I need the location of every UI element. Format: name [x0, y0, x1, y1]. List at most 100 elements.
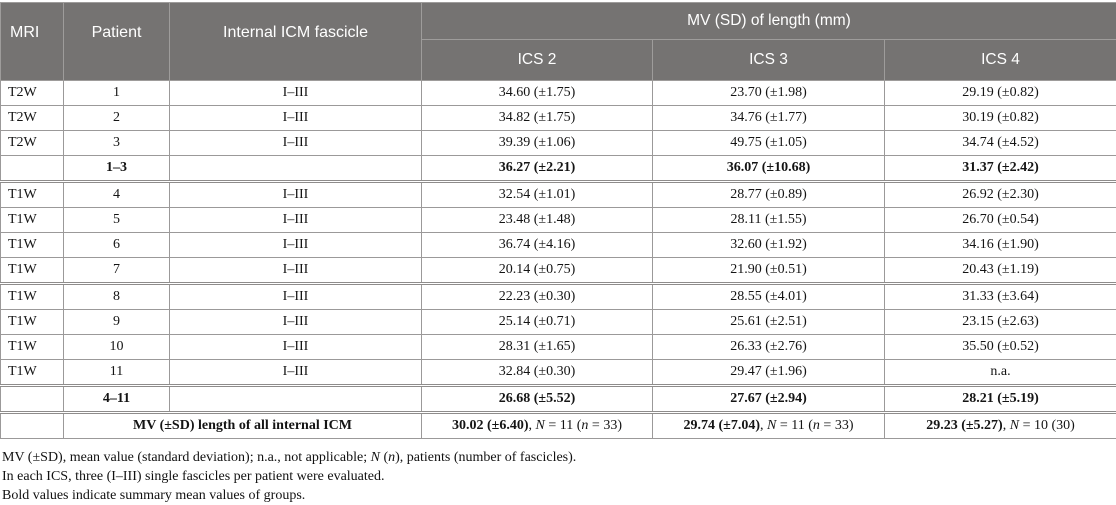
ics2-cell: 32.54 (±1.01) — [422, 182, 653, 208]
col-header-ics3: ICS 3 — [653, 40, 885, 81]
ics2-cell: 34.60 (±1.75) — [422, 81, 653, 106]
mri-cell: T1W — [1, 335, 64, 360]
patient-cell: 1 — [64, 81, 170, 106]
count-tail: = 33) — [588, 418, 622, 433]
table-row-patient-2: T2W 2 I–III 34.82 (±1.75) 34.76 (±1.77) … — [1, 106, 1116, 131]
mri-cell: T2W — [1, 106, 64, 131]
table-body: T2W 1 I–III 34.60 (±1.75) 23.70 (±1.98) … — [1, 81, 1116, 439]
ics4-cell: 35.50 (±0.52) — [885, 335, 1116, 360]
mri-cell: T2W — [1, 81, 64, 106]
n-patients-symbol: N — [371, 450, 380, 465]
ics4-cell: 31.37 (±2.42) — [885, 156, 1116, 182]
fascicle-cell: I–III — [170, 284, 422, 310]
fascicle-cell: I–III — [170, 131, 422, 156]
mean-value: 29.23 (±5.27) — [926, 418, 1003, 433]
mri-cell: T1W — [1, 310, 64, 335]
fascicle-cell — [170, 156, 422, 182]
col-header-group-mv-sd-length: MV (SD) of length (mm) — [422, 3, 1116, 40]
ics2-cell: 36.27 (±2.21) — [422, 156, 653, 182]
patient-cell: 1–3 — [64, 156, 170, 182]
table-footnotes: MV (±SD), mean value (standard deviation… — [0, 448, 1116, 505]
patient-cell: 4 — [64, 182, 170, 208]
ics2-cell: 39.39 (±1.06) — [422, 131, 653, 156]
count-tail: = 33) — [820, 418, 854, 433]
fascicle-cell — [170, 386, 422, 413]
ics3-cell: 29.47 (±1.96) — [653, 360, 885, 386]
n-patients: N — [1010, 418, 1019, 433]
footnote-fascicles-evaluated: In each ICS, three (I–III) single fascic… — [2, 467, 1116, 486]
col-header-ics2: ICS 2 — [422, 40, 653, 81]
results-table-container: MRI Patient Internal ICM fascicle MV (SD… — [0, 2, 1116, 439]
ics3-cell: 36.07 (±10.68) — [653, 156, 885, 182]
fascicle-cell: I–III — [170, 233, 422, 258]
table-row-patient-4: T1W 4 I–III 32.54 (±1.01) 28.77 (±0.89) … — [1, 182, 1116, 208]
ics3-cell: 27.67 (±2.94) — [653, 386, 885, 413]
patient-cell: 6 — [64, 233, 170, 258]
ics4-cell: 34.74 (±4.52) — [885, 131, 1116, 156]
count-text: = 11 ( — [545, 418, 582, 433]
ics3-cell: 49.75 (±1.05) — [653, 131, 885, 156]
table-row-patient-5: T1W 5 I–III 23.48 (±1.48) 28.11 (±1.55) … — [1, 208, 1116, 233]
separator: , — [1003, 418, 1010, 433]
fascicle-cell: I–III — [170, 335, 422, 360]
mri-cell: T1W — [1, 233, 64, 258]
ics2-cell: 26.68 (±5.52) — [422, 386, 653, 413]
footnote-text: ), patients (number of fascicles). — [395, 450, 576, 465]
ics4-cell: 26.92 (±2.30) — [885, 182, 1116, 208]
patient-cell: 3 — [64, 131, 170, 156]
patient-cell: 5 — [64, 208, 170, 233]
fascicle-cell: I–III — [170, 106, 422, 131]
mri-cell — [1, 413, 64, 439]
ics2-cell: 34.82 (±1.75) — [422, 106, 653, 131]
patient-cell: 8 — [64, 284, 170, 310]
summary-row-1-3: 1–3 36.27 (±2.21) 36.07 (±10.68) 31.37 (… — [1, 156, 1116, 182]
ics2-cell: 32.84 (±0.30) — [422, 360, 653, 386]
mri-cell: T1W — [1, 360, 64, 386]
ics4-cell: 29.19 (±0.82) — [885, 81, 1116, 106]
footnote-abbreviations: MV (±SD), mean value (standard deviation… — [2, 448, 1116, 467]
mri-cell: T1W — [1, 284, 64, 310]
ics4-cell: 23.15 (±2.63) — [885, 310, 1116, 335]
mri-cell: T1W — [1, 182, 64, 208]
summary-row-all: MV (±SD) length of all internal ICM 30.0… — [1, 413, 1116, 439]
summary-row-4-11: 4–11 26.68 (±5.52) 27.67 (±2.94) 28.21 (… — [1, 386, 1116, 413]
col-header-fascicle: Internal ICM fascicle — [170, 3, 422, 81]
col-header-patient: Patient — [64, 3, 170, 81]
table-row-patient-11: T1W 11 I–III 32.84 (±0.30) 29.47 (±1.96)… — [1, 360, 1116, 386]
footnote-bold-values: Bold values indicate summary mean values… — [2, 486, 1116, 505]
ics2-cell: 25.14 (±0.71) — [422, 310, 653, 335]
table-row-patient-8: T1W 8 I–III 22.23 (±0.30) 28.55 (±4.01) … — [1, 284, 1116, 310]
ics4-cell: 30.19 (±0.82) — [885, 106, 1116, 131]
results-table: MRI Patient Internal ICM fascicle MV (SD… — [0, 2, 1116, 439]
table-row-patient-9: T1W 9 I–III 25.14 (±0.71) 25.61 (±2.51) … — [1, 310, 1116, 335]
fascicle-cell: I–III — [170, 182, 422, 208]
ics2-cell: 23.48 (±1.48) — [422, 208, 653, 233]
patient-cell: 4–11 — [64, 386, 170, 413]
ics3-cell: 21.90 (±0.51) — [653, 258, 885, 284]
ics3-cell: 26.33 (±2.76) — [653, 335, 885, 360]
col-header-mri: MRI — [1, 3, 64, 81]
patient-cell: 10 — [64, 335, 170, 360]
fascicle-cell: I–III — [170, 208, 422, 233]
table-header: MRI Patient Internal ICM fascicle MV (SD… — [1, 3, 1116, 81]
table-row-patient-1: T2W 1 I–III 34.60 (±1.75) 23.70 (±1.98) … — [1, 81, 1116, 106]
table-row-patient-10: T1W 10 I–III 28.31 (±1.65) 26.33 (±2.76)… — [1, 335, 1116, 360]
mri-cell: T2W — [1, 131, 64, 156]
footnote-text: ( — [380, 450, 388, 465]
separator: , — [760, 418, 767, 433]
patient-cell: 2 — [64, 106, 170, 131]
table-row-patient-6: T1W 6 I–III 36.74 (±4.16) 32.60 (±1.92) … — [1, 233, 1116, 258]
ics4-summary-cell: 29.23 (±5.27), N = 10 (30) — [885, 413, 1116, 439]
n-fascicles: n — [813, 418, 820, 433]
fascicle-cell: I–III — [170, 360, 422, 386]
summary-all-label: MV (±SD) length of all internal ICM — [64, 413, 422, 439]
mri-cell — [1, 386, 64, 413]
ics3-cell: 28.11 (±1.55) — [653, 208, 885, 233]
mri-cell: T1W — [1, 258, 64, 284]
ics3-cell: 28.55 (±4.01) — [653, 284, 885, 310]
ics3-cell: 28.77 (±0.89) — [653, 182, 885, 208]
ics4-cell: 31.33 (±3.64) — [885, 284, 1116, 310]
mri-cell: T1W — [1, 208, 64, 233]
ics4-cell: n.a. — [885, 360, 1116, 386]
footnote-text: MV (±SD), mean value (standard deviation… — [2, 450, 371, 465]
